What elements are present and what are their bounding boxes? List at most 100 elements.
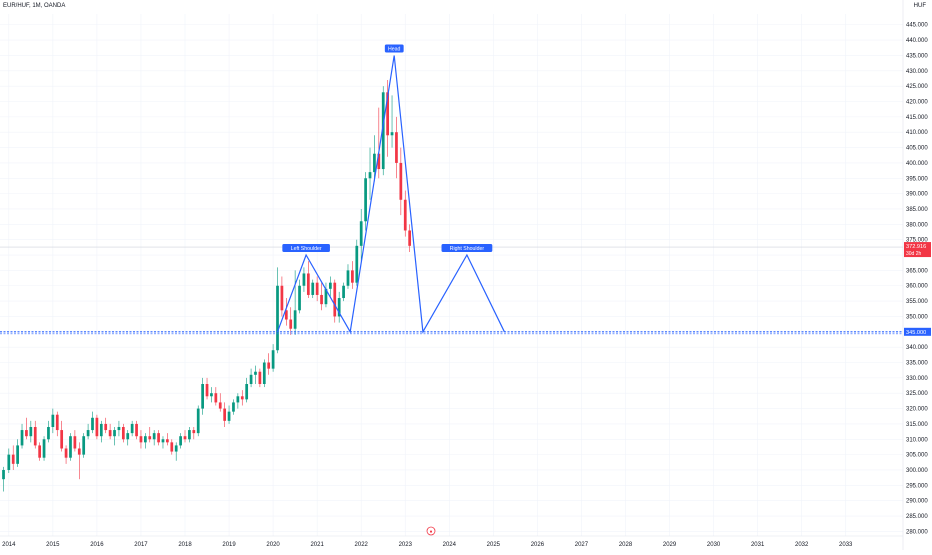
candle-body bbox=[373, 153, 376, 173]
candle-body bbox=[271, 350, 275, 369]
x-tick-label: 2017 bbox=[134, 542, 148, 548]
candle-body bbox=[236, 396, 240, 403]
candle-body bbox=[64, 448, 68, 458]
candle-body bbox=[276, 285, 279, 351]
x-tick-label: 2027 bbox=[575, 542, 589, 548]
neckline-badge-bg bbox=[904, 327, 931, 336]
pattern-label-text: Head bbox=[388, 46, 401, 52]
y-tick-label: 400.000 bbox=[906, 161, 928, 167]
candle-body bbox=[210, 393, 213, 397]
candle-body bbox=[390, 132, 394, 136]
candle-body bbox=[232, 402, 235, 412]
y-tick-label: 315.000 bbox=[906, 422, 928, 428]
currency-unit: HUF bbox=[913, 3, 926, 9]
candle-body bbox=[280, 285, 284, 311]
x-tick-label: 2020 bbox=[266, 542, 280, 548]
candle-body bbox=[47, 426, 50, 440]
candle-body bbox=[227, 411, 231, 421]
y-tick-label: 365.000 bbox=[906, 268, 928, 274]
candle-body bbox=[135, 423, 138, 437]
candle-body bbox=[161, 439, 165, 443]
candle-body bbox=[386, 92, 389, 136]
x-tick-label: 2026 bbox=[531, 542, 545, 548]
replay-marker[interactable]: ● bbox=[426, 526, 436, 536]
x-tick-label: 2021 bbox=[310, 542, 324, 548]
candle-body bbox=[329, 282, 332, 289]
x-tick-label: 2028 bbox=[619, 542, 633, 548]
candle-body bbox=[258, 371, 262, 385]
pattern-label[interactable]: Left Shoulder bbox=[282, 244, 330, 253]
candle-body bbox=[201, 384, 204, 409]
candle-body bbox=[377, 153, 381, 170]
x-tick-label: 2018 bbox=[178, 542, 192, 548]
y-tick-label: 415.000 bbox=[906, 115, 928, 121]
grid-layer bbox=[0, 0, 904, 550]
y-tick-label: 410.000 bbox=[906, 130, 928, 136]
candle-body bbox=[298, 285, 301, 311]
candle-body bbox=[11, 454, 15, 464]
x-tick-label: 2024 bbox=[443, 542, 457, 548]
candle-body bbox=[262, 362, 266, 385]
candle-body bbox=[223, 408, 227, 421]
candle-body bbox=[395, 132, 398, 163]
marker-icon[interactable] bbox=[426, 526, 436, 536]
candle-body bbox=[302, 273, 306, 286]
x-tick-label: 2032 bbox=[795, 542, 809, 548]
pattern-outline[interactable] bbox=[276, 55, 505, 334]
candle-body bbox=[25, 430, 28, 437]
candle-body bbox=[284, 310, 288, 320]
candle-body bbox=[82, 436, 86, 455]
candle-body bbox=[113, 430, 116, 437]
candle-body bbox=[408, 230, 412, 246]
candle-body bbox=[152, 433, 156, 440]
candle-body bbox=[51, 414, 55, 427]
candle-body bbox=[240, 396, 244, 400]
candle-body bbox=[157, 433, 160, 443]
pattern-label[interactable]: Head bbox=[384, 44, 404, 53]
x-tick-label: 2022 bbox=[355, 542, 369, 548]
y-tick-label: 300.000 bbox=[906, 468, 928, 474]
x-tick-label: 2025 bbox=[487, 542, 501, 548]
candle-body bbox=[16, 445, 19, 464]
time-axis[interactable]: 2014 2015 2016 2017 2018 2019 2020 2021 2022 2023… bbox=[2, 542, 853, 548]
candle-body bbox=[2, 469, 5, 480]
current-price-text: 372.916 bbox=[906, 244, 926, 250]
bar-countdown-text: 30d 2h bbox=[906, 251, 922, 257]
current-price-badge-bg bbox=[904, 242, 931, 258]
y-tick-label: 390.000 bbox=[906, 192, 928, 198]
marker-icon-glyph: ● bbox=[429, 529, 432, 535]
x-tick-label: 2014 bbox=[2, 542, 16, 548]
candle-body bbox=[205, 384, 209, 397]
candle-body bbox=[170, 442, 174, 452]
y-tick-label: 350.000 bbox=[906, 314, 928, 320]
candle-body bbox=[108, 430, 112, 437]
pattern-label[interactable]: Right Shoulder bbox=[441, 244, 493, 253]
candle-body bbox=[95, 417, 99, 437]
candle-body bbox=[55, 414, 59, 431]
candle-body bbox=[196, 408, 200, 434]
pattern-label-text: Right Shoulder bbox=[450, 246, 485, 252]
y-tick-label: 290.000 bbox=[906, 499, 928, 505]
candle-body bbox=[73, 436, 77, 449]
pattern-label-bg bbox=[282, 244, 330, 253]
y-tick-label: 435.000 bbox=[906, 53, 928, 59]
y-tick-label: 305.000 bbox=[906, 453, 928, 459]
candle-body bbox=[183, 436, 187, 440]
candle-body bbox=[346, 270, 350, 286]
candle-body bbox=[69, 436, 72, 458]
candle-body bbox=[355, 245, 359, 283]
candle-body bbox=[324, 288, 328, 305]
candle-body bbox=[91, 417, 94, 431]
candle-body bbox=[214, 393, 218, 403]
candle-body bbox=[42, 439, 46, 458]
x-tick-label: 2023 bbox=[399, 542, 413, 548]
y-tick-label: 355.000 bbox=[906, 299, 928, 305]
head-and-shoulders-pattern[interactable]: Left Shoulder Head Right Shoulder bbox=[0, 44, 903, 335]
symbol-title[interactable]: EUR/HUF, 1M, OANDA bbox=[3, 3, 66, 9]
candle-body bbox=[342, 285, 345, 299]
y-tick-label: 375.000 bbox=[906, 238, 928, 244]
y-tick-label: 335.000 bbox=[906, 361, 928, 367]
candle-body bbox=[77, 448, 81, 455]
